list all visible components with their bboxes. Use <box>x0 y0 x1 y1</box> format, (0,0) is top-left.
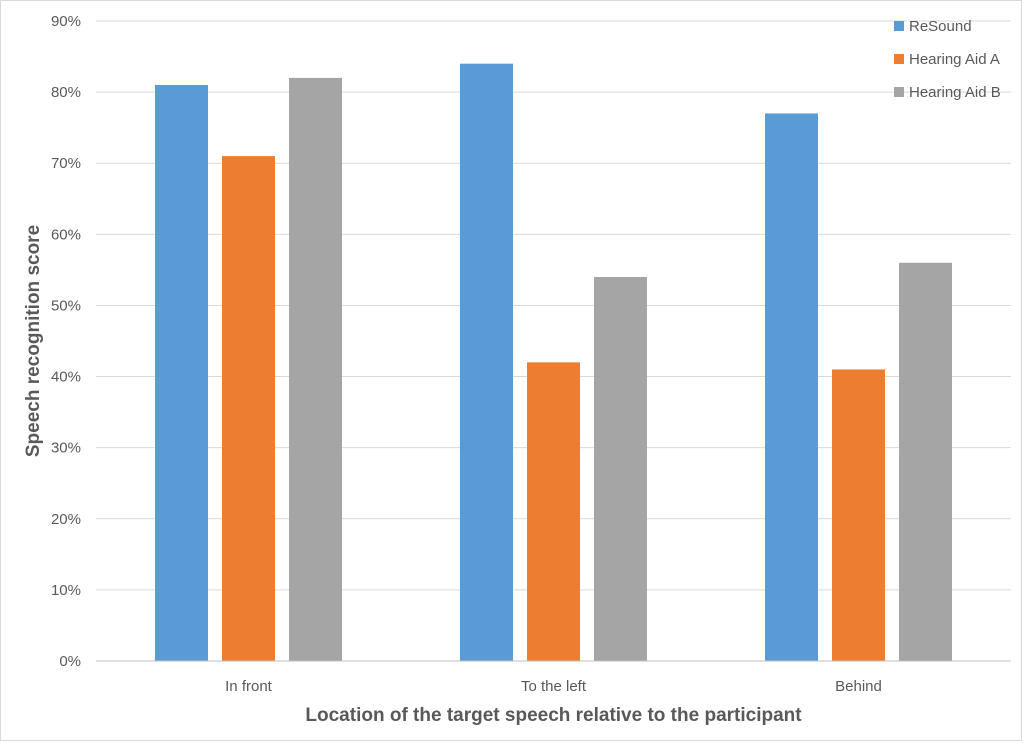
y-tick-label: 60% <box>51 226 81 243</box>
x-category-label: In front <box>225 678 273 695</box>
bar-hearing-aid-a <box>222 156 275 661</box>
y-tick-label: 20% <box>51 511 81 528</box>
legend-swatch <box>894 21 904 31</box>
legend: ReSound Hearing Aid A Hearing Aid B <box>894 18 1001 101</box>
y-tick-label: 90% <box>51 13 81 30</box>
x-axis-category-labels: In front To the left Behind <box>225 678 882 695</box>
legend-label: Hearing Aid A <box>909 51 1000 68</box>
y-tick-label: 0% <box>59 653 81 670</box>
bar-hearing-aid-b <box>594 277 647 661</box>
legend-label: ReSound <box>909 18 972 35</box>
x-axis-title: Location of the target speech relative t… <box>305 705 802 726</box>
y-axis-title: Speech recognition score <box>23 225 44 457</box>
bar-hearing-aid-a <box>832 369 885 661</box>
bar-resound <box>155 85 208 661</box>
bar-hearing-aid-b <box>899 262 952 661</box>
y-tick-label: 10% <box>51 582 81 599</box>
bar-resound <box>765 113 818 661</box>
bar-hearing-aid-b <box>289 77 342 661</box>
legend-swatch <box>894 54 904 64</box>
y-axis-tick-labels: 0% 10% 20% 30% 40% 50% 60% 70% 80% 90% <box>51 13 81 670</box>
bar-hearing-aid-a <box>527 362 580 661</box>
y-tick-label: 50% <box>51 297 81 314</box>
x-category-label: Behind <box>835 678 882 695</box>
x-category-label: To the left <box>521 678 587 695</box>
y-tick-label: 70% <box>51 155 81 172</box>
bar-resound <box>460 63 513 661</box>
y-tick-label: 30% <box>51 440 81 457</box>
legend-swatch <box>894 87 904 97</box>
y-tick-label: 40% <box>51 369 81 386</box>
bars <box>155 63 952 661</box>
legend-label: Hearing Aid B <box>909 84 1001 101</box>
y-tick-label: 80% <box>51 84 81 101</box>
